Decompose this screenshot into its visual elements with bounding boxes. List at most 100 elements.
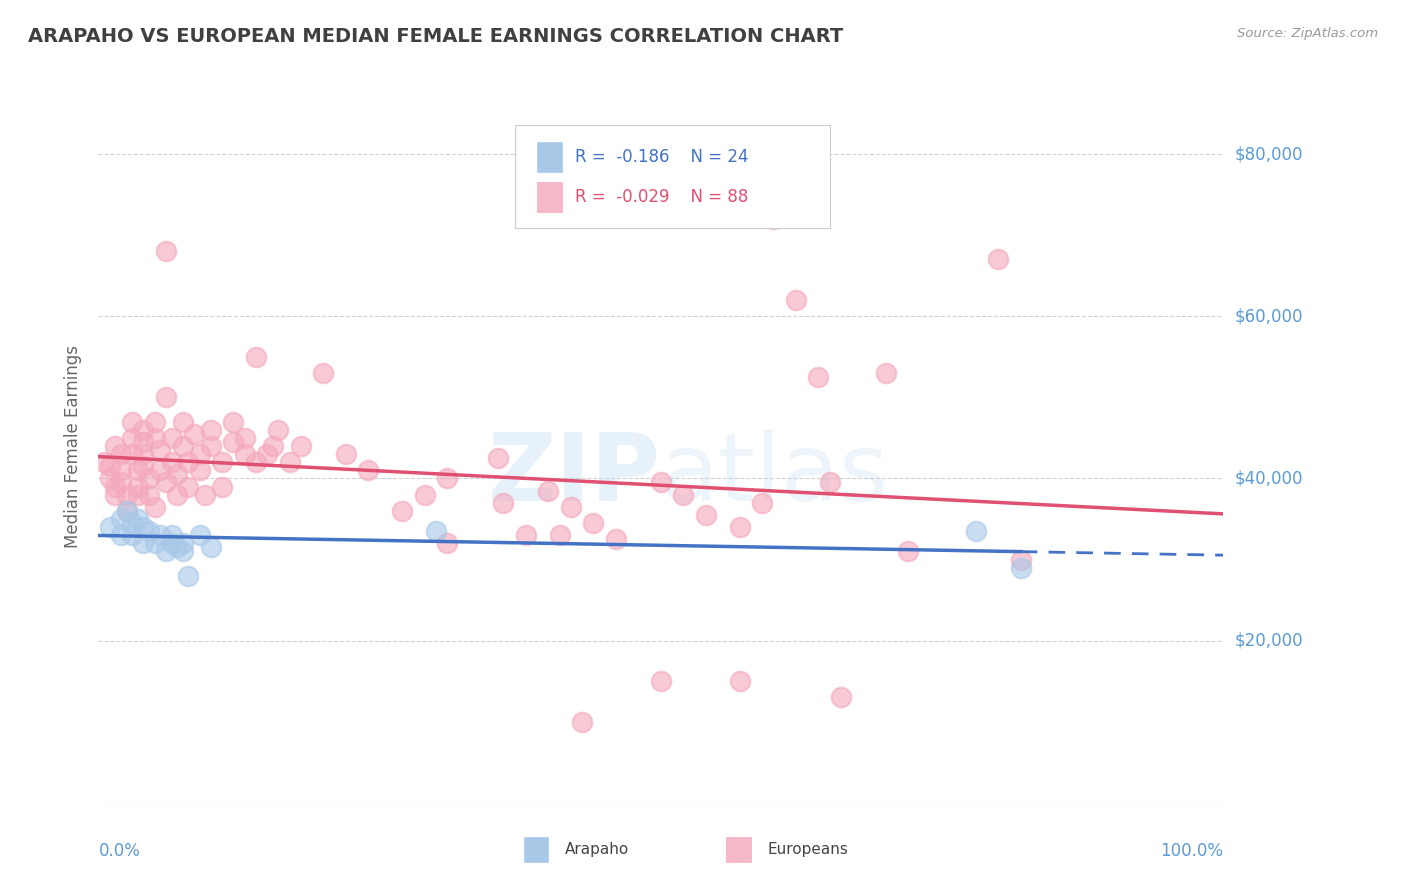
Point bbox=[98, 471, 121, 485]
Point bbox=[166, 488, 188, 502]
Point bbox=[233, 447, 256, 461]
Point bbox=[104, 479, 127, 493]
Point bbox=[121, 415, 143, 429]
Point bbox=[262, 439, 284, 453]
Point bbox=[987, 252, 1010, 267]
Point bbox=[222, 434, 245, 449]
Point bbox=[391, 504, 413, 518]
FancyBboxPatch shape bbox=[523, 837, 548, 862]
Point bbox=[127, 463, 149, 477]
Point bbox=[155, 390, 177, 404]
Point bbox=[200, 423, 222, 437]
Point bbox=[98, 520, 121, 534]
Point bbox=[188, 463, 211, 477]
FancyBboxPatch shape bbox=[725, 837, 751, 862]
Point bbox=[650, 475, 672, 490]
Point bbox=[728, 520, 751, 534]
Point bbox=[762, 211, 785, 226]
Point bbox=[183, 426, 205, 441]
Point bbox=[290, 439, 312, 453]
Text: $80,000: $80,000 bbox=[1234, 145, 1303, 163]
Text: 0.0%: 0.0% bbox=[98, 842, 141, 860]
Point bbox=[138, 524, 160, 538]
Point bbox=[1010, 552, 1032, 566]
Point bbox=[110, 447, 132, 461]
Point bbox=[177, 568, 200, 582]
Point bbox=[188, 528, 211, 542]
Point bbox=[160, 536, 183, 550]
Point bbox=[200, 541, 222, 555]
FancyBboxPatch shape bbox=[515, 125, 830, 228]
Point bbox=[413, 488, 436, 502]
Point bbox=[115, 488, 138, 502]
FancyBboxPatch shape bbox=[537, 142, 562, 172]
Point bbox=[132, 423, 155, 437]
Point bbox=[143, 536, 166, 550]
Text: R =  -0.186    N = 24: R = -0.186 N = 24 bbox=[575, 148, 749, 166]
Point bbox=[127, 479, 149, 493]
Point bbox=[267, 423, 290, 437]
Point bbox=[695, 508, 717, 522]
Point bbox=[149, 443, 172, 458]
Point bbox=[335, 447, 357, 461]
Text: $60,000: $60,000 bbox=[1234, 307, 1303, 326]
Point bbox=[211, 455, 233, 469]
Point bbox=[149, 463, 172, 477]
Point bbox=[110, 475, 132, 490]
Point bbox=[115, 504, 138, 518]
Point bbox=[149, 528, 172, 542]
Point bbox=[177, 479, 200, 493]
Point bbox=[211, 479, 233, 493]
Point bbox=[492, 496, 515, 510]
Point bbox=[115, 504, 138, 518]
Text: Source: ZipAtlas.com: Source: ZipAtlas.com bbox=[1237, 27, 1378, 40]
Point bbox=[751, 496, 773, 510]
Point bbox=[188, 447, 211, 461]
Point bbox=[110, 528, 132, 542]
Point bbox=[172, 536, 194, 550]
Text: R =  -0.029    N = 88: R = -0.029 N = 88 bbox=[575, 188, 749, 206]
Y-axis label: Median Female Earnings: Median Female Earnings bbox=[63, 344, 82, 548]
Point bbox=[605, 533, 627, 547]
Text: $20,000: $20,000 bbox=[1234, 632, 1303, 649]
Point bbox=[650, 674, 672, 689]
Text: ARAPAHO VS EUROPEAN MEDIAN FEMALE EARNINGS CORRELATION CHART: ARAPAHO VS EUROPEAN MEDIAN FEMALE EARNIN… bbox=[28, 27, 844, 45]
Point bbox=[357, 463, 380, 477]
Point bbox=[93, 455, 115, 469]
Text: atlas: atlas bbox=[661, 428, 889, 521]
Point bbox=[132, 447, 155, 461]
Point bbox=[222, 415, 245, 429]
Text: 100.0%: 100.0% bbox=[1160, 842, 1223, 860]
Text: ZIP: ZIP bbox=[488, 428, 661, 521]
Point bbox=[436, 536, 458, 550]
Point bbox=[132, 520, 155, 534]
Point bbox=[177, 455, 200, 469]
Point bbox=[200, 439, 222, 453]
Point bbox=[110, 512, 132, 526]
Point bbox=[312, 366, 335, 380]
Point bbox=[486, 451, 509, 466]
Point bbox=[104, 439, 127, 453]
Point bbox=[537, 483, 560, 498]
Point bbox=[875, 366, 897, 380]
Point bbox=[132, 459, 155, 474]
Point bbox=[560, 500, 582, 514]
Text: Europeans: Europeans bbox=[768, 842, 849, 856]
Point bbox=[172, 415, 194, 429]
Point bbox=[160, 455, 183, 469]
Point bbox=[121, 447, 143, 461]
Point bbox=[1010, 560, 1032, 574]
Point bbox=[166, 467, 188, 482]
Point bbox=[571, 714, 593, 729]
Point bbox=[818, 475, 841, 490]
Point bbox=[138, 471, 160, 485]
Point bbox=[233, 431, 256, 445]
Point bbox=[143, 415, 166, 429]
Point bbox=[132, 434, 155, 449]
Point bbox=[425, 524, 447, 538]
Point bbox=[138, 488, 160, 502]
Point bbox=[548, 528, 571, 542]
Point bbox=[143, 431, 166, 445]
Point bbox=[172, 439, 194, 453]
Point bbox=[121, 516, 143, 530]
